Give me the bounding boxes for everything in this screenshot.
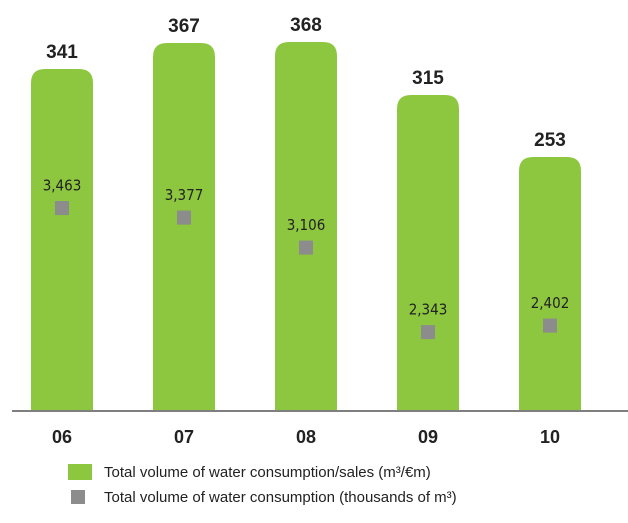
x-tick-label: 07 — [174, 427, 194, 447]
x-tick-label: 10 — [540, 427, 560, 447]
marker — [177, 210, 191, 225]
bar — [397, 95, 459, 410]
bar-value-label: 368 — [290, 15, 322, 36]
marker-value-label: 2,402 — [531, 294, 570, 312]
bar — [519, 157, 581, 410]
legend-label: Total volume of water consumption (thous… — [104, 489, 457, 506]
bar-value-label: 253 — [534, 130, 566, 151]
marker-value-label: 3,463 — [43, 177, 82, 195]
x-tick-label: 09 — [418, 427, 438, 447]
bar — [153, 43, 215, 410]
bar — [275, 42, 337, 410]
bar-value-label: 367 — [168, 16, 200, 37]
marker-value-label: 3,377 — [165, 186, 204, 204]
legend-label: Total volume of water consumption/sales … — [104, 464, 431, 481]
legend-swatch — [68, 464, 92, 480]
marker — [421, 325, 435, 340]
x-tick-label: 08 — [296, 427, 316, 447]
legend-swatch — [71, 490, 85, 504]
marker — [543, 318, 557, 333]
marker — [299, 240, 313, 255]
marker-value-label: 2,343 — [409, 301, 448, 319]
bar-value-label: 315 — [412, 68, 444, 89]
bar-value-label: 341 — [46, 42, 78, 63]
marker-value-label: 3,106 — [287, 216, 326, 234]
marker — [55, 201, 69, 216]
x-tick-label: 06 — [52, 427, 72, 447]
bar — [31, 69, 93, 410]
